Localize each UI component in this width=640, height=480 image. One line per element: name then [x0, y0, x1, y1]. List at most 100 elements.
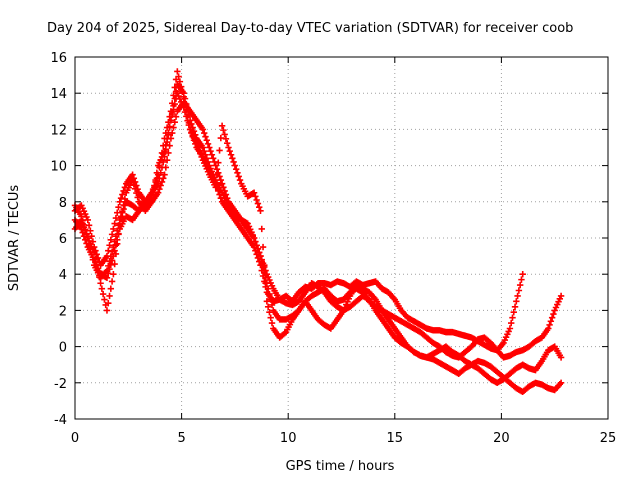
- data-point-interp: [117, 214, 125, 221]
- data-point-interp: [157, 182, 164, 189]
- y-tick-label: -4: [54, 413, 67, 428]
- data-point: [263, 298, 271, 305]
- data-point-interp: [130, 181, 138, 188]
- data-point-interp: [224, 139, 231, 147]
- data-point: [110, 271, 117, 278]
- data-point: [97, 280, 104, 287]
- data-point: [506, 325, 514, 332]
- x-tick-label: 25: [600, 431, 617, 446]
- data-point-interp: [120, 201, 127, 209]
- data-point: [103, 274, 111, 282]
- data-point-interp: [510, 309, 517, 316]
- y-tick-label: 12: [50, 123, 67, 138]
- data-point-interp: [227, 151, 235, 158]
- data-point-interp: [252, 238, 259, 245]
- data-point-interp: [254, 200, 262, 207]
- data-point-interp: [200, 129, 208, 137]
- data-point-interp: [266, 309, 273, 316]
- data-point-interp: [171, 118, 178, 126]
- data-point-interp: [230, 158, 237, 166]
- data-point-interp: [119, 191, 126, 198]
- data-point-interp: [152, 176, 159, 184]
- x-axis-title: GPS time / hours: [286, 459, 395, 474]
- y-tick-label: 4: [59, 268, 67, 283]
- data-point-interp: [224, 194, 231, 202]
- data-point-interp: [236, 176, 244, 184]
- data-point-interp: [518, 276, 525, 283]
- data-point-interp: [88, 232, 95, 240]
- axes: 0 5 10 15 20 25 -4 -2 0 2 4 6 8 10 12 14 16: [50, 51, 616, 446]
- data-point: [199, 126, 207, 133]
- data-point-interp: [170, 106, 177, 113]
- data-point-interp: [267, 296, 274, 303]
- data-point-interp: [111, 247, 118, 254]
- y-tick-label: 14: [50, 87, 67, 102]
- data-point-interp: [258, 225, 265, 233]
- data-point-interp: [162, 164, 170, 171]
- y-tick-label: -2: [54, 377, 67, 392]
- data-point-interp: [213, 171, 221, 179]
- data-point-interp: [153, 169, 161, 177]
- data-point-interp: [548, 314, 556, 321]
- data-point-interp: [550, 310, 557, 318]
- data-point: [110, 225, 117, 233]
- data-point-interp: [546, 321, 553, 329]
- data-point-interp: [222, 191, 230, 198]
- data-point-interp: [547, 318, 555, 325]
- data-point: [129, 171, 136, 178]
- data-point-interp: [106, 265, 113, 273]
- data-point-interp: [261, 261, 268, 269]
- data-point-interp: [80, 221, 88, 229]
- y-tick-label: 16: [50, 51, 67, 66]
- data-point: [212, 184, 219, 191]
- data-point-interp: [216, 147, 223, 154]
- data-point-interp: [184, 117, 191, 124]
- data-point-interp: [101, 296, 108, 303]
- data-point-interp: [508, 319, 515, 327]
- data-point-interp: [106, 292, 113, 300]
- data-point-interp: [511, 303, 519, 310]
- data-point: [231, 162, 239, 169]
- data-point-interp: [202, 151, 209, 158]
- data-point-interp: [134, 194, 141, 201]
- data-point-interp: [253, 196, 260, 204]
- data-point-interp: [194, 143, 202, 151]
- data-point-interp: [215, 159, 222, 166]
- data-point-interp: [267, 314, 274, 321]
- data-point-interp: [204, 158, 212, 166]
- data-point: [193, 140, 200, 148]
- data-point-interp: [107, 285, 115, 292]
- data-point-interp: [235, 173, 242, 180]
- data-point-interp: [99, 290, 107, 298]
- data-point: [557, 379, 565, 386]
- data-point-interp: [516, 281, 524, 289]
- data-point-interp: [172, 113, 180, 120]
- data-point-interp: [203, 155, 210, 162]
- x-tick-label: 20: [493, 431, 510, 446]
- data-point: [257, 207, 264, 215]
- data-point-interp: [79, 217, 86, 224]
- data-point-interp: [108, 257, 116, 264]
- data-point-interp: [253, 242, 260, 249]
- data-point: [250, 234, 258, 242]
- data-point: [167, 117, 175, 124]
- data-point-interp: [93, 261, 100, 268]
- data-point: [161, 147, 168, 155]
- data-point-interp: [119, 208, 126, 215]
- data-point-interp: [256, 249, 263, 256]
- data-point-interp: [197, 150, 204, 157]
- data-point: [90, 249, 98, 256]
- data-point-interp: [149, 191, 157, 198]
- data-point-interp: [268, 301, 276, 309]
- data-point-interp: [221, 187, 228, 195]
- data-point-interp: [262, 267, 269, 274]
- data-point: [206, 144, 213, 151]
- data-point-interp: [175, 73, 182, 80]
- y-tick-label: 0: [59, 341, 67, 356]
- grid: [75, 57, 608, 419]
- data-point-interp: [221, 131, 228, 138]
- data-point-interp: [222, 135, 230, 143]
- data-point: [218, 180, 226, 187]
- series-track-4: [71, 90, 565, 396]
- data-point-interp: [163, 135, 171, 143]
